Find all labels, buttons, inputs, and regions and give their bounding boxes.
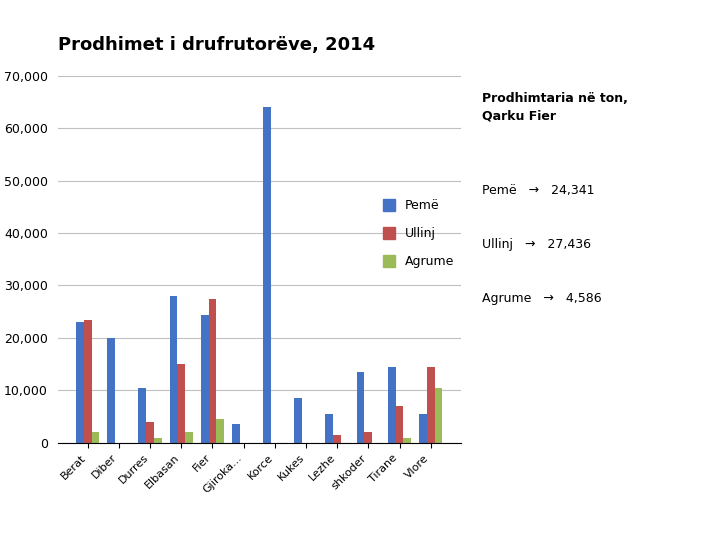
Bar [146,422,154,443]
Bar [107,338,115,443]
Bar [84,320,91,443]
Bar [216,418,224,443]
Text: Prodhimet i drufrutorëve, 2014: Prodhimet i drufrutorëve, 2014 [58,36,374,54]
Bar [294,398,302,443]
Bar [356,372,364,443]
Text: Prodhimtaria në ton,
Qarku Fier: Prodhimtaria në ton, Qarku Fier [482,92,629,123]
Bar [435,388,443,443]
Bar [419,414,427,443]
Bar [201,315,209,443]
Legend: Pemë, Ullinj, Agrume: Pemë, Ullinj, Agrume [382,199,454,268]
Bar [396,406,403,443]
Bar [185,433,193,443]
Bar [263,107,271,443]
Bar [169,296,177,443]
Bar [177,364,185,443]
Bar [138,388,146,443]
Bar [325,414,333,443]
Bar [154,437,162,443]
Bar [209,299,216,443]
Bar [403,437,411,443]
Bar [388,367,396,443]
Text: Ullinj   →   27,436: Ullinj → 27,436 [482,238,591,251]
Text: Agrume   →   4,586: Agrume → 4,586 [482,292,602,305]
Bar [364,433,372,443]
Bar [91,433,99,443]
Bar [427,367,435,443]
Text: Pemë   →   24,341: Pemë → 24,341 [482,184,595,197]
Bar [232,424,240,443]
Bar [333,435,341,443]
Bar [76,322,84,443]
